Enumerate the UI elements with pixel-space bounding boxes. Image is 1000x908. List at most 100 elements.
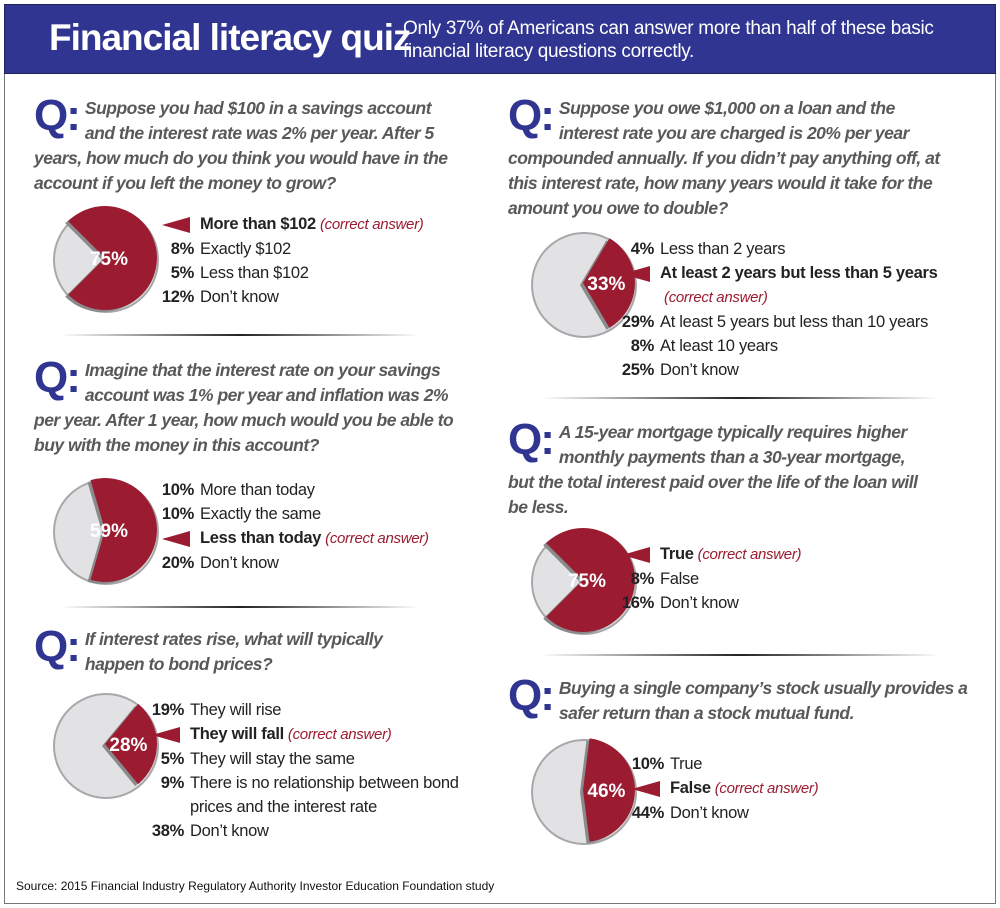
answer-label-wrap: They will stay the same bbox=[190, 747, 470, 771]
answer-row: 12% Don’t know bbox=[150, 285, 450, 309]
divider bbox=[540, 397, 940, 399]
answer-row: 38% Don’t know bbox=[140, 819, 470, 843]
answer-label-wrap: Less than today (correct answer) bbox=[200, 526, 460, 551]
correct-indicator bbox=[610, 261, 660, 310]
answer-row-correct: Less than today (correct answer) bbox=[150, 526, 460, 551]
answer-label: True bbox=[670, 755, 703, 773]
answer-label-wrap: They will rise bbox=[190, 698, 470, 722]
divider bbox=[60, 606, 420, 608]
pie-chart: 46% bbox=[531, 738, 637, 845]
answer-row-correct: More than $102 (correct answer) bbox=[150, 212, 450, 237]
answer-percent: 9% bbox=[160, 774, 185, 792]
answer-label-wrap: Don’t know bbox=[190, 819, 470, 843]
answer-label: True bbox=[660, 545, 694, 563]
answer-label: False bbox=[670, 779, 711, 797]
answer-percent: 44% bbox=[631, 804, 664, 822]
correct-indicator bbox=[620, 776, 670, 801]
pie-chart: 75% bbox=[53, 206, 159, 313]
divider bbox=[540, 654, 940, 656]
answer-label: Less than today bbox=[200, 529, 322, 547]
answer-list: True (correct answer) 8% False 16% Don’t know bbox=[610, 542, 860, 615]
answer-label: Exactly the same bbox=[200, 505, 321, 523]
answer-label-wrap: True bbox=[670, 752, 870, 776]
pie-value-label: 59% bbox=[90, 521, 128, 542]
answer-row: 25% Don’t know bbox=[610, 358, 970, 382]
pie-chart: 75% bbox=[531, 528, 637, 635]
answer-list: 10% True False (correct answer) 44% Don’t kno… bbox=[620, 752, 870, 825]
answer-label-wrap: Don’t know bbox=[670, 801, 870, 825]
question-block: Q: Buying a single company’s stock usuall… bbox=[508, 674, 978, 726]
answer-label: At least 2 years but less than 5 years bbox=[660, 264, 938, 282]
correct-answer-note: (correct answer) bbox=[325, 530, 429, 547]
header-banner: Financial literacy quiz Only 37% of Amer… bbox=[4, 4, 996, 74]
answer-list: More than $102 (correct answer) 8% Exactly … bbox=[150, 212, 450, 309]
answer-row: 5% Less than $102 bbox=[150, 261, 450, 285]
page-title: Financial literacy quiz bbox=[49, 17, 412, 58]
pie-value-label: 46% bbox=[587, 781, 625, 802]
answer-percent: 8% bbox=[630, 570, 655, 588]
answer-label: At least 10 years bbox=[660, 337, 778, 355]
arrow-left-icon bbox=[162, 216, 190, 233]
answer-percent: 19% bbox=[151, 701, 184, 719]
divider bbox=[60, 334, 420, 336]
answer-row: 8% Exactly $102 bbox=[150, 237, 450, 261]
answer-label: Less than 2 years bbox=[660, 240, 786, 258]
answer-percent: 25% bbox=[621, 361, 654, 379]
answer-label-wrap: At least 5 years but less than 10 years bbox=[660, 310, 970, 334]
question-block: Q: Suppose you owe $1,000 on a loan and t… bbox=[508, 91, 948, 221]
answer-label-wrap: Don’t know bbox=[660, 591, 860, 615]
correct-answer-note: (correct answer) bbox=[714, 780, 819, 797]
answer-label: Don’t know bbox=[200, 554, 279, 572]
answer-label-wrap: Don’t know bbox=[200, 551, 460, 575]
answer-label: Don’t know bbox=[200, 288, 279, 306]
answer-label-wrap: At least 2 years but less than 5 years (c… bbox=[660, 261, 970, 310]
correct-answer-note: (correct answer) bbox=[319, 216, 424, 233]
answer-row-correct: True (correct answer) bbox=[610, 542, 860, 567]
correct-answer-note: (correct answer) bbox=[664, 289, 768, 306]
answer-label-wrap: Don’t know bbox=[200, 285, 450, 309]
arrow-left-icon bbox=[152, 726, 180, 743]
answer-label: They will fall bbox=[190, 725, 284, 743]
question-text: Buying a single company’s stock usually … bbox=[558, 678, 968, 723]
answer-label: They will stay the same bbox=[190, 750, 355, 768]
arrow-left-icon bbox=[162, 530, 190, 547]
answer-label-wrap: Exactly the same bbox=[200, 502, 460, 526]
content-frame bbox=[4, 74, 996, 904]
answer-list: 10% More than today 10% Exactly the same Les… bbox=[150, 478, 460, 575]
question-text: Imagine that the interest rate on your s… bbox=[34, 360, 454, 455]
question-text: Suppose you had $100 in a savings accoun… bbox=[34, 98, 448, 193]
correct-indicator bbox=[150, 526, 200, 551]
answer-row-correct: At least 2 years but less than 5 years (c… bbox=[610, 261, 970, 310]
answer-label-wrap: Exactly $102 bbox=[200, 237, 450, 261]
answer-list: 19% They will rise They will fall (correct … bbox=[140, 698, 470, 843]
pie-chart: 33% bbox=[531, 232, 637, 338]
correct-indicator bbox=[610, 542, 660, 567]
answer-row: 29% At least 5 years but less than 10 yea… bbox=[610, 310, 970, 334]
answer-label: More than today bbox=[200, 481, 315, 499]
pie-value-label: 75% bbox=[568, 571, 606, 592]
answer-percent: 8% bbox=[170, 240, 195, 258]
pie-slice-correct bbox=[90, 478, 157, 582]
q-letter: Q: bbox=[508, 91, 555, 140]
answer-label: More than $102 bbox=[200, 215, 316, 233]
q-letter: Q: bbox=[34, 353, 81, 402]
answer-label: Exactly $102 bbox=[200, 240, 291, 258]
arrow-left-icon bbox=[622, 546, 650, 563]
correct-answer-note: (correct answer) bbox=[697, 546, 802, 563]
arrow-left-icon bbox=[632, 780, 660, 797]
answer-label: False bbox=[660, 570, 699, 588]
question-block: Q: A 15-year mortgage typically requires … bbox=[508, 418, 928, 520]
answer-row: 20% Don’t know bbox=[150, 551, 460, 575]
pie-slice-correct bbox=[68, 206, 157, 310]
answer-label-wrap: They will fall (correct answer) bbox=[190, 722, 470, 747]
answer-label: Don’t know bbox=[660, 594, 739, 612]
question-block: Q: Suppose you had $100 in a savings acco… bbox=[34, 94, 454, 196]
answer-row: 8% At least 10 years bbox=[610, 334, 970, 358]
question-block: Q: If interest rates rise, what will typi… bbox=[34, 625, 414, 677]
answer-label-wrap: At least 10 years bbox=[660, 334, 970, 358]
answer-label-wrap: Less than 2 years bbox=[660, 237, 970, 261]
correct-answer-note: (correct answer) bbox=[287, 726, 392, 743]
answer-label: Don’t know bbox=[670, 804, 749, 822]
pie-value-label: 75% bbox=[90, 249, 128, 270]
